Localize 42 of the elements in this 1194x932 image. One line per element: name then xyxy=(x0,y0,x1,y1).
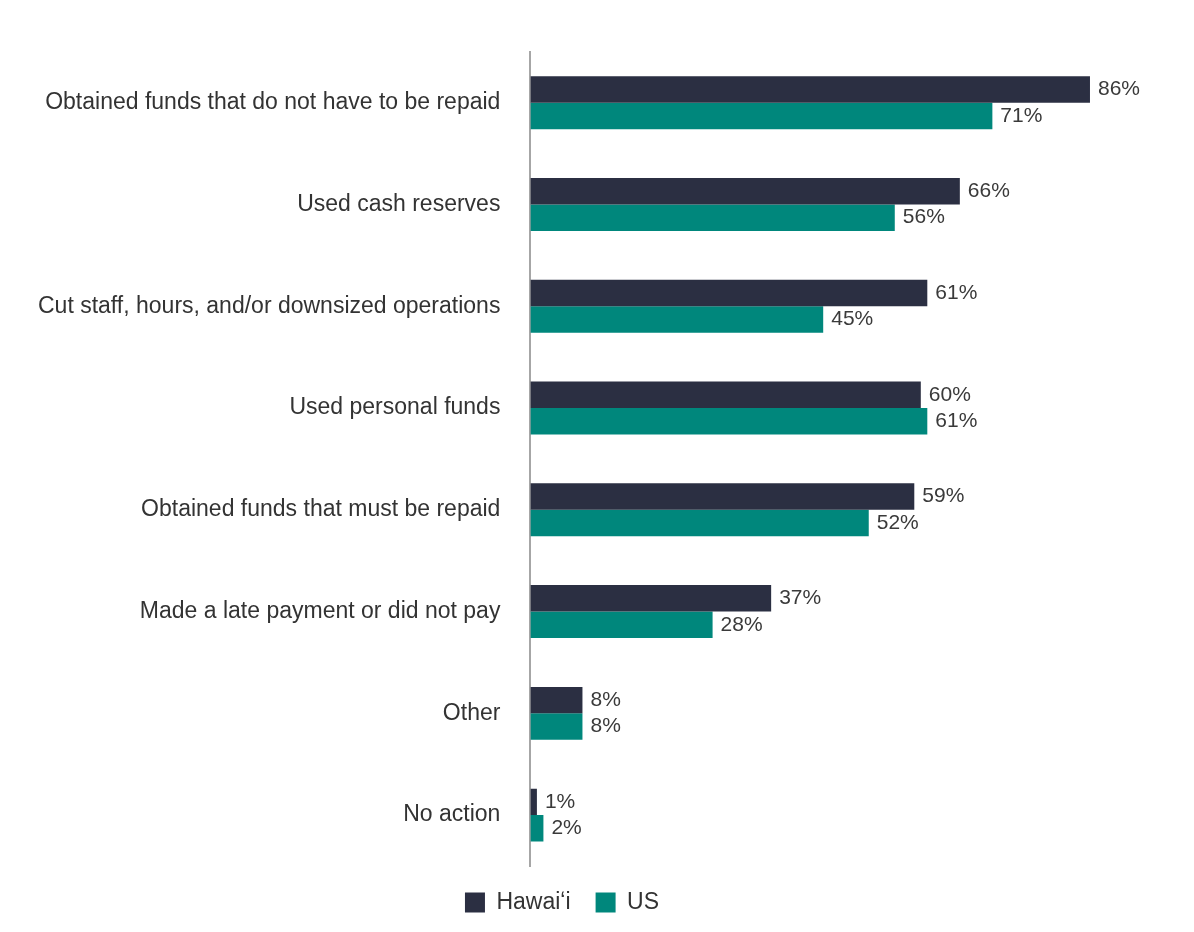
data-label: 71% xyxy=(1000,102,1043,126)
y-tick-label: Obtained funds that must be repaid xyxy=(141,495,501,522)
bar xyxy=(530,381,921,409)
legend-label: Hawaiʻi xyxy=(496,887,571,914)
bar xyxy=(530,102,993,130)
data-label: 37% xyxy=(779,585,822,609)
data-label: 8% xyxy=(590,686,621,710)
bar xyxy=(530,306,824,333)
data-label: 1% xyxy=(544,788,576,812)
data-label: 86% xyxy=(1097,76,1140,100)
bar xyxy=(530,483,915,510)
data-label: 66% xyxy=(967,178,1010,202)
data-label: 56% xyxy=(902,204,945,228)
data-label: 61% xyxy=(935,279,978,303)
y-tick-label: No action xyxy=(403,800,501,827)
bar xyxy=(530,178,960,205)
y-tick-label: Cut staff, hours, and/or downsized operations xyxy=(38,291,501,318)
y-tick-label: Used cash reserves xyxy=(297,189,501,216)
bar xyxy=(530,611,713,639)
legend-label: US xyxy=(627,887,660,914)
bar xyxy=(530,76,1090,103)
bar xyxy=(530,788,537,816)
data-label: 52% xyxy=(876,509,919,533)
y-tick-label: Other xyxy=(442,698,501,725)
y-tick-label: Obtained funds that do not have to be repaid xyxy=(45,88,501,115)
bar xyxy=(530,408,928,435)
data-label: 8% xyxy=(590,713,621,737)
bar xyxy=(530,279,928,307)
data-label: 59% xyxy=(922,483,965,507)
data-label: 60% xyxy=(928,381,971,405)
bar xyxy=(530,204,895,231)
bar xyxy=(530,509,869,537)
bar xyxy=(530,686,583,714)
y-tick-label: Made a late payment or did not pay xyxy=(139,596,501,623)
bar xyxy=(530,585,772,612)
data-label: 28% xyxy=(720,611,763,635)
bar xyxy=(530,815,544,842)
data-label: 2% xyxy=(551,815,582,839)
bar xyxy=(530,713,583,740)
data-label: 45% xyxy=(831,306,874,330)
y-tick-label: Used personal funds xyxy=(289,393,501,420)
data-label: 61% xyxy=(935,408,978,432)
